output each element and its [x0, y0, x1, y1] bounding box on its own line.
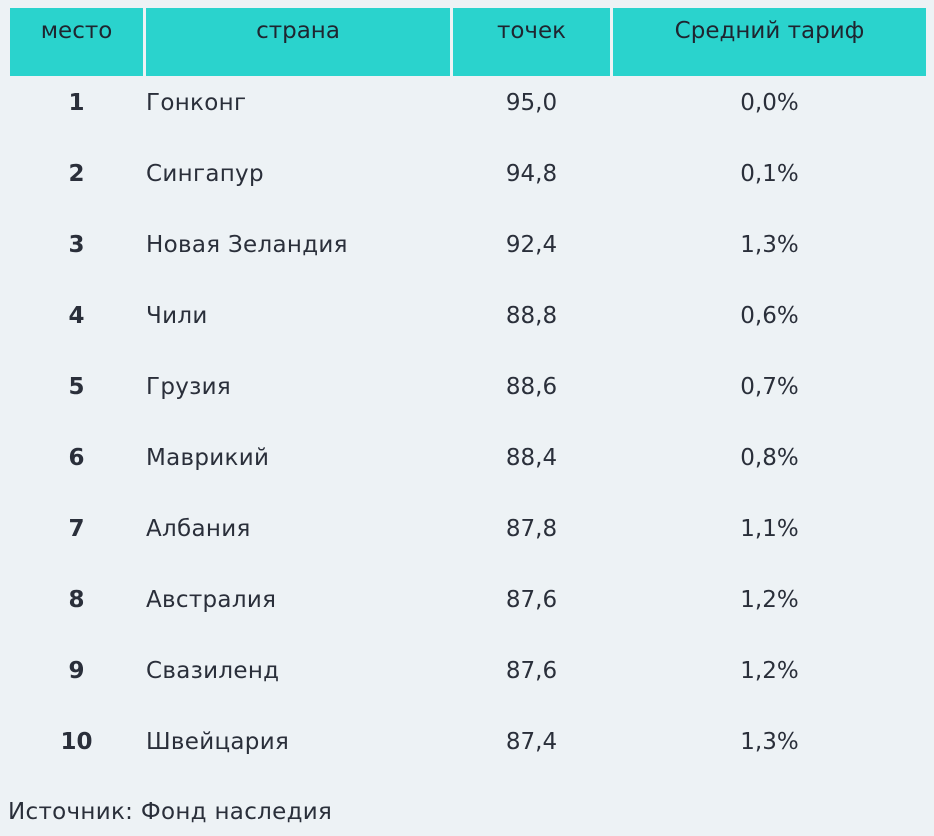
table-row: 7 Албания 87,8 1,1%: [0, 514, 934, 585]
tariff-cell: 1,2%: [740, 658, 799, 684]
header-country: страна: [146, 8, 450, 76]
table-row: 4 Чили 88,8 0,6%: [0, 301, 934, 372]
rank-cell: 5: [68, 374, 85, 400]
tariff-cell: 1,2%: [740, 587, 799, 613]
points-cell: 87,4: [505, 729, 558, 755]
rank-cell: 1: [68, 90, 85, 116]
table-row: 9 Свазиленд 87,6 1,2%: [0, 656, 934, 727]
header-points: точек: [453, 8, 610, 76]
points-cell: 87,6: [505, 587, 558, 613]
country-cell: Сингапур: [146, 161, 264, 187]
tariff-cell: 0,7%: [740, 374, 799, 400]
country-cell: Албания: [146, 516, 251, 542]
table-row: 10 Швейцария 87,4 1,3%: [0, 727, 934, 798]
country-cell: Швейцария: [146, 729, 290, 755]
rank-cell: 8: [68, 587, 85, 613]
country-cell: Свазиленд: [146, 658, 280, 684]
rank-cell: 6: [68, 445, 85, 471]
rank-cell: 3: [68, 232, 85, 258]
points-cell: 88,4: [505, 445, 558, 471]
table-row: 5 Грузия 88,6 0,7%: [0, 372, 934, 443]
header-tariff: Средний тариф: [613, 8, 926, 76]
country-cell: Новая Зеландия: [146, 232, 348, 258]
rank-cell: 4: [68, 303, 85, 329]
header-rank: место: [10, 8, 143, 76]
country-cell: Грузия: [146, 374, 232, 400]
country-cell: Гонконг: [146, 90, 247, 116]
table-header: место страна точек Средний тариф: [10, 8, 926, 76]
tariff-cell: 0,8%: [740, 445, 799, 471]
points-cell: 95,0: [505, 90, 558, 116]
table-row: 6 Маврикий 88,4 0,8%: [0, 443, 934, 514]
points-cell: 88,8: [505, 303, 558, 329]
rank-cell: 10: [60, 729, 93, 755]
rank-cell: 7: [68, 516, 85, 542]
points-cell: 88,6: [505, 374, 558, 400]
tariff-cell: 0,1%: [740, 161, 799, 187]
points-cell: 87,8: [505, 516, 558, 542]
country-cell: Австралия: [146, 587, 277, 613]
tariff-cell: 0,6%: [740, 303, 799, 329]
table-row: 1 Гонконг 95,0 0,0%: [0, 88, 934, 159]
table-row: 8 Австралия 87,6 1,2%: [0, 585, 934, 656]
source-note: Источник: Фонд наследия: [8, 799, 333, 825]
country-cell: Чили: [146, 303, 208, 329]
points-cell: 92,4: [505, 232, 558, 258]
tariff-cell: 1,1%: [740, 516, 799, 542]
table-row: 3 Новая Зеландия 92,4 1,3%: [0, 230, 934, 301]
rank-cell: 2: [68, 161, 85, 187]
table-row: 2 Сингапур 94,8 0,1%: [0, 159, 934, 230]
country-cell: Маврикий: [146, 445, 270, 471]
points-cell: 87,6: [505, 658, 558, 684]
tariff-cell: 0,0%: [740, 90, 799, 116]
rank-cell: 9: [68, 658, 85, 684]
tariff-cell: 1,3%: [740, 729, 799, 755]
points-cell: 94,8: [505, 161, 558, 187]
tariff-cell: 1,3%: [740, 232, 799, 258]
